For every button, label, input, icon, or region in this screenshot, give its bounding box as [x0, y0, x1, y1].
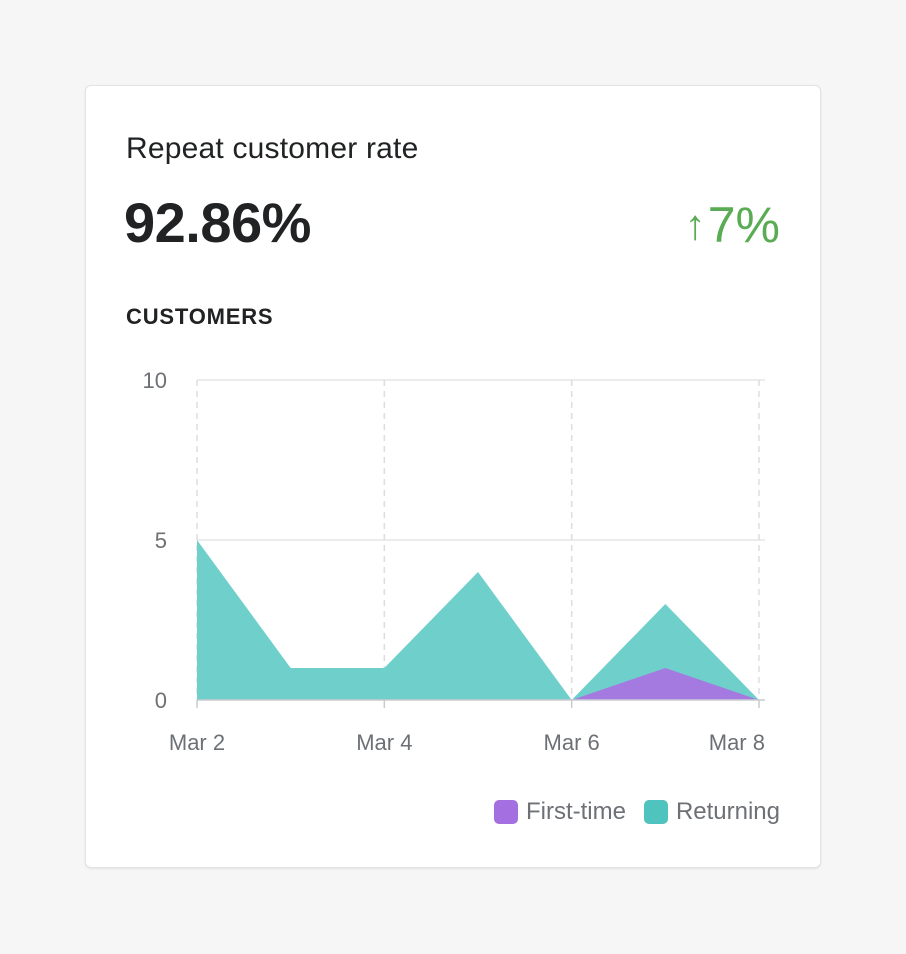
- arrow-up-icon: ↑: [684, 201, 706, 248]
- legend-label-returning: Returning: [675, 798, 780, 825]
- change-indicator: ↑ 7%: [685, 196, 780, 254]
- repeat-customer-card: Repeat customer rate 92.86% ↑ 7% CUSTOME…: [85, 85, 821, 868]
- card-title: Repeat customer rate: [126, 132, 419, 165]
- x-tick-label-mar-2: Mar 2: [169, 730, 225, 755]
- area-series-returning: [197, 540, 759, 700]
- x-tick-label-mar-4: Mar 4: [356, 730, 412, 755]
- legend-label-first-time: First-time: [525, 798, 626, 825]
- area-series-first-time: [197, 668, 759, 700]
- y-tick-label-0: 0: [155, 688, 167, 713]
- legend-item-returning[interactable]: Returning: [643, 798, 780, 826]
- repeat-rate-value: 92.86%: [124, 191, 311, 254]
- customers-area-chart: 0 5 10 Mar 2 Mar 4 Mar 6 Mar 8: [143, 368, 765, 755]
- x-tick-label-mar-6: Mar 6: [544, 730, 600, 755]
- y-tick-label-5: 5: [155, 528, 167, 553]
- y-tick-label-10: 10: [143, 368, 167, 393]
- legend-item-first-time[interactable]: First-time: [493, 798, 626, 826]
- chart-legend: First-time Returning: [493, 798, 780, 826]
- legend-swatch-returning: [643, 800, 668, 824]
- change-value: 7%: [707, 197, 780, 253]
- legend-swatch-first-time: [493, 800, 518, 824]
- section-label: CUSTOMERS: [126, 304, 274, 329]
- x-tick-label-mar-8: Mar 8: [709, 730, 765, 755]
